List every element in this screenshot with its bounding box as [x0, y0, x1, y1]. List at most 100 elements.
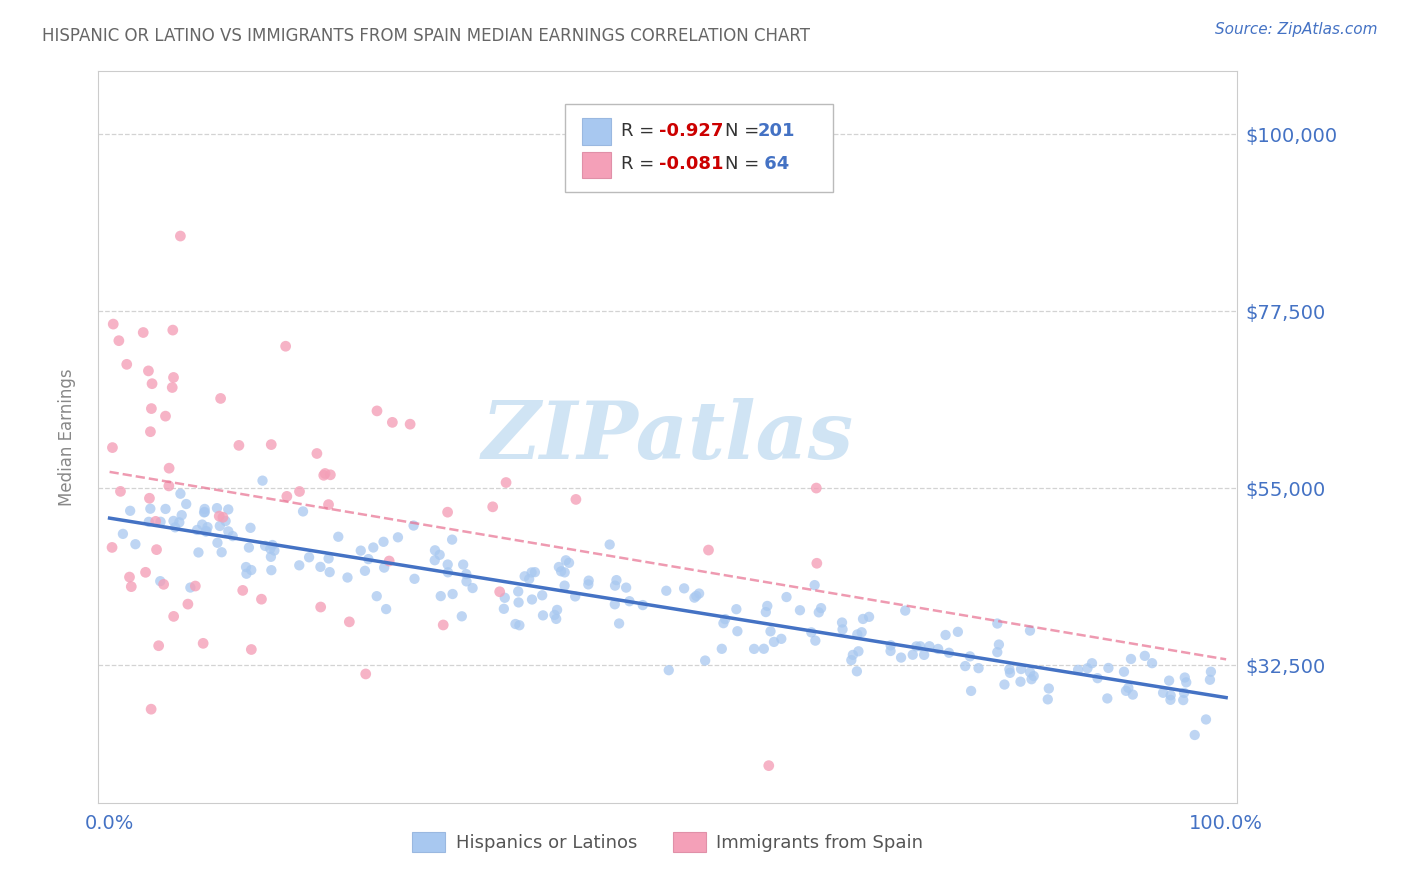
Point	[217, 524, 239, 539]
Point	[1010, 674, 1032, 689]
Point	[157, 461, 180, 475]
Point	[160, 380, 183, 394]
Point	[276, 489, 298, 503]
Point	[959, 649, 981, 664]
Point	[169, 229, 191, 244]
Point	[111, 527, 134, 541]
Point	[381, 415, 404, 429]
Point	[960, 684, 983, 698]
Point	[141, 401, 163, 416]
Point	[1133, 648, 1156, 663]
Point	[858, 610, 880, 624]
Point	[375, 602, 398, 616]
Point	[101, 441, 124, 455]
Point	[986, 645, 1008, 659]
Point	[614, 581, 637, 595]
Point	[312, 468, 335, 483]
Point	[155, 502, 177, 516]
Point	[1087, 671, 1109, 685]
Point	[890, 650, 912, 665]
Point	[217, 502, 239, 516]
Point	[918, 640, 941, 654]
Point	[1036, 692, 1059, 706]
Point	[848, 644, 870, 658]
Point	[197, 520, 219, 534]
Point	[240, 563, 263, 577]
Point	[138, 364, 160, 378]
Point	[1199, 665, 1222, 679]
Point	[759, 624, 782, 639]
Point	[1010, 662, 1032, 676]
FancyBboxPatch shape	[582, 152, 612, 178]
Point	[558, 556, 581, 570]
Point	[1173, 693, 1195, 707]
Point	[169, 516, 191, 530]
Point	[517, 572, 540, 586]
Point	[1175, 675, 1198, 690]
Point	[239, 521, 262, 535]
Point	[441, 533, 464, 547]
Point	[191, 636, 214, 650]
Point	[252, 474, 274, 488]
Point	[546, 603, 568, 617]
Point	[531, 608, 554, 623]
Point	[658, 663, 681, 677]
Point	[851, 625, 873, 640]
Point	[492, 602, 515, 616]
Point	[756, 599, 779, 613]
Point	[986, 616, 1008, 631]
Point	[194, 505, 217, 519]
Point	[436, 558, 458, 572]
Point	[910, 640, 932, 654]
Text: 64: 64	[758, 155, 789, 173]
Point	[607, 616, 630, 631]
Point	[742, 641, 765, 656]
Point	[232, 583, 254, 598]
Legend: Hispanics or Latinos, Immigrants from Spain: Hispanics or Latinos, Immigrants from Sp…	[405, 825, 931, 860]
Point	[387, 530, 409, 544]
Point	[508, 595, 530, 609]
Point	[423, 553, 446, 567]
Point	[402, 518, 425, 533]
Point	[110, 484, 132, 499]
Point	[437, 566, 460, 580]
Point	[423, 543, 446, 558]
FancyBboxPatch shape	[582, 118, 612, 145]
Point	[157, 479, 180, 493]
Point	[441, 587, 464, 601]
Point	[170, 508, 193, 523]
Point	[432, 618, 454, 632]
Point	[685, 589, 707, 603]
Point	[260, 549, 283, 564]
Point	[194, 524, 217, 539]
Text: Source: ZipAtlas.com: Source: ZipAtlas.com	[1215, 22, 1378, 37]
Point	[115, 357, 138, 371]
Point	[212, 510, 235, 524]
Point	[366, 404, 388, 418]
Point	[804, 633, 827, 648]
Point	[152, 577, 174, 591]
Point	[101, 541, 124, 555]
Point	[993, 677, 1015, 691]
Point	[208, 509, 231, 524]
Point	[1184, 728, 1206, 742]
Point	[103, 317, 125, 331]
Point	[550, 564, 572, 578]
Text: R =: R =	[621, 121, 661, 140]
Point	[363, 541, 385, 555]
Point	[138, 515, 160, 529]
Point	[228, 438, 250, 452]
Point	[314, 467, 336, 481]
Point	[565, 492, 588, 507]
Point	[894, 604, 917, 618]
Point	[655, 583, 678, 598]
Point	[262, 538, 284, 552]
Point	[619, 594, 641, 608]
Point	[1159, 673, 1181, 688]
Point	[758, 758, 780, 772]
Point	[1019, 624, 1042, 638]
Point	[399, 417, 422, 432]
Point	[879, 644, 901, 658]
Point	[145, 514, 167, 528]
Point	[288, 484, 311, 499]
